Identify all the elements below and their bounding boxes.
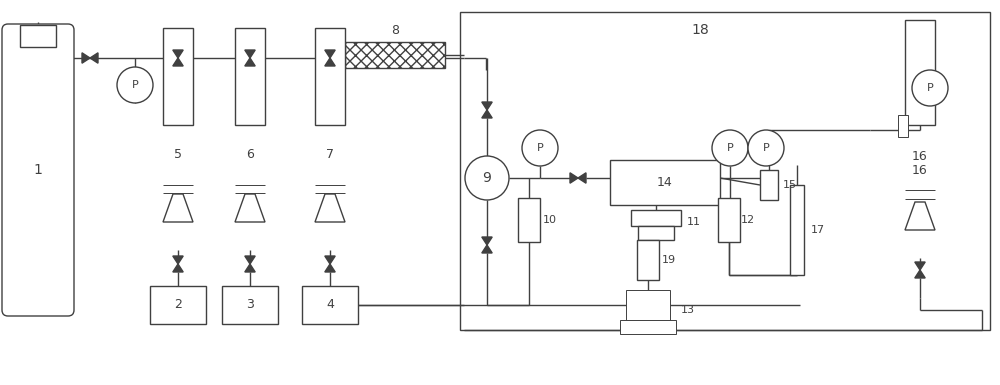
Polygon shape: [245, 264, 255, 272]
Text: P: P: [727, 143, 733, 153]
Bar: [518, 198, 540, 242]
Polygon shape: [482, 110, 492, 118]
Text: P: P: [132, 80, 138, 90]
Text: 3: 3: [246, 298, 254, 311]
Text: 18: 18: [691, 23, 709, 37]
Polygon shape: [915, 270, 925, 278]
Text: P: P: [763, 143, 769, 153]
Polygon shape: [315, 194, 345, 222]
Text: 9: 9: [483, 171, 491, 185]
Text: 16: 16: [912, 150, 928, 163]
Text: 13: 13: [681, 305, 695, 315]
Text: 15: 15: [783, 180, 797, 190]
Polygon shape: [245, 58, 255, 66]
Circle shape: [748, 130, 784, 166]
Text: 4: 4: [326, 298, 334, 311]
Bar: [345, 42, 445, 68]
Text: 19: 19: [662, 255, 676, 265]
Text: P: P: [537, 143, 543, 153]
Text: 14: 14: [657, 176, 673, 189]
Text: 12: 12: [741, 215, 755, 225]
Bar: [905, 20, 935, 125]
Polygon shape: [90, 53, 98, 63]
Polygon shape: [235, 194, 265, 222]
Circle shape: [522, 130, 558, 166]
Bar: [460, 12, 990, 330]
Bar: [626, 290, 670, 320]
Text: 2: 2: [174, 298, 182, 311]
Bar: [760, 170, 778, 200]
Polygon shape: [915, 262, 925, 270]
Circle shape: [465, 156, 509, 200]
Polygon shape: [173, 256, 183, 264]
Polygon shape: [325, 58, 335, 66]
Polygon shape: [482, 102, 492, 110]
Bar: [790, 185, 804, 275]
Polygon shape: [173, 58, 183, 66]
Bar: [610, 160, 720, 205]
Text: 11: 11: [687, 217, 701, 227]
Bar: [20, 25, 56, 47]
Text: 1: 1: [34, 163, 42, 177]
Bar: [302, 286, 358, 324]
Polygon shape: [905, 202, 935, 230]
Bar: [222, 286, 278, 324]
Polygon shape: [245, 256, 255, 264]
Polygon shape: [325, 264, 335, 272]
Circle shape: [712, 130, 748, 166]
Polygon shape: [325, 256, 335, 264]
Polygon shape: [482, 237, 492, 245]
Polygon shape: [245, 50, 255, 58]
Text: 17: 17: [811, 225, 825, 235]
Polygon shape: [173, 264, 183, 272]
Bar: [898, 115, 908, 137]
Text: P: P: [927, 83, 933, 93]
Polygon shape: [173, 50, 183, 58]
Bar: [620, 320, 676, 334]
Polygon shape: [570, 173, 578, 183]
Bar: [235, 28, 265, 125]
Bar: [631, 210, 681, 226]
Text: 8: 8: [391, 23, 399, 37]
FancyBboxPatch shape: [2, 24, 74, 316]
Text: 6: 6: [246, 147, 254, 161]
Circle shape: [117, 67, 153, 103]
Bar: [315, 28, 345, 125]
Polygon shape: [578, 173, 586, 183]
Bar: [637, 240, 659, 280]
Bar: [718, 198, 740, 242]
Bar: [638, 226, 674, 240]
Polygon shape: [163, 194, 193, 222]
Polygon shape: [325, 50, 335, 58]
Bar: [150, 286, 206, 324]
Polygon shape: [482, 245, 492, 253]
Text: 5: 5: [174, 147, 182, 161]
Text: 16: 16: [912, 164, 928, 176]
Bar: [163, 28, 193, 125]
Polygon shape: [82, 53, 90, 63]
Text: 10: 10: [543, 215, 557, 225]
Circle shape: [912, 70, 948, 106]
Text: 7: 7: [326, 147, 334, 161]
